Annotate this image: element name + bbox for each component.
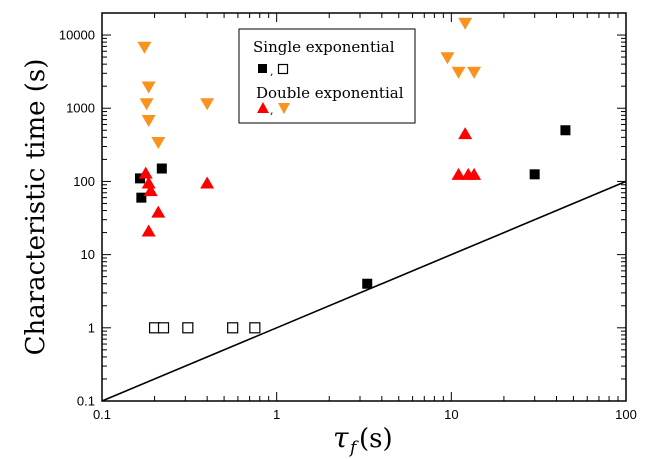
y-tick-label: 10 <box>81 247 95 262</box>
red-triangle-point <box>200 176 215 189</box>
data-marks <box>134 17 571 334</box>
red-triangle-point <box>141 176 156 189</box>
legend: Single exponential , Double exponential … <box>238 28 416 124</box>
red-triangle-point <box>138 166 153 179</box>
filled-square-point <box>136 192 147 203</box>
legend-box <box>238 28 416 124</box>
orange-triangle-point <box>139 98 154 111</box>
axis-ticks: 0.1 1 10 100 0.1 1 10 100 1000 10000 <box>59 12 637 422</box>
plot-frame <box>101 12 627 402</box>
legend-single-title: Single exponential <box>253 38 395 56</box>
orange-triangle-point <box>451 66 466 79</box>
x-axis-unit: (s) <box>359 424 393 454</box>
y-tick-label: 100 <box>73 174 95 189</box>
red-triangle-point <box>458 127 473 140</box>
open-square-point <box>227 322 239 334</box>
y-tick-label: 1 <box>88 320 95 335</box>
red-triangle-point <box>151 205 166 218</box>
filled-square-point <box>560 125 571 136</box>
x-axis-symbol: τ <box>333 421 349 454</box>
orange-triangle-point <box>440 52 455 65</box>
orange-triangle-point <box>141 81 156 94</box>
y-tick-label: 10000 <box>59 28 95 43</box>
legend-red-triangle-icon <box>257 102 269 113</box>
orange-triangle-point <box>467 66 482 79</box>
plot-area <box>101 180 627 402</box>
open-square-point <box>182 322 194 334</box>
legend-open-square-icon <box>277 63 289 75</box>
x-axis-subscript: f <box>348 438 359 458</box>
x-axis-title: τ f (s) <box>333 421 393 458</box>
filled-square-point <box>529 169 540 180</box>
orange-triangle-point <box>200 98 215 111</box>
legend-orange-triangle-icon <box>278 103 290 114</box>
filled-square-point <box>362 278 373 289</box>
x-tick-label: 0.1 <box>93 407 111 422</box>
red-triangle-point <box>451 167 466 180</box>
x-tick-label: 1 <box>273 407 280 422</box>
orange-triangle-point <box>458 17 473 30</box>
legend-filled-square-icon <box>258 64 267 73</box>
y-axis-title: Characteristic time (s) <box>21 59 51 356</box>
y-tick-label: 1000 <box>66 101 95 116</box>
open-square-point <box>249 322 261 334</box>
legend-double-title: Double exponential <box>256 84 404 102</box>
open-square-point <box>157 322 170 334</box>
red-triangle-point <box>467 167 482 180</box>
orange-triangle-point <box>151 137 166 150</box>
orange-triangle-point <box>137 41 152 54</box>
legend-separator-2: , <box>270 104 274 117</box>
reference-line <box>101 180 627 402</box>
y-tick-label: 0.1 <box>77 394 95 409</box>
x-tick-label: 100 <box>615 407 637 422</box>
legend-separator: , <box>270 65 274 78</box>
filled-square-point <box>156 163 167 174</box>
x-tick-label: 10 <box>444 407 458 422</box>
y-axis-label: Characteristic time (s) <box>21 59 51 356</box>
red-triangle-point <box>143 184 158 197</box>
orange-triangle-point <box>141 114 156 127</box>
red-triangle-point <box>141 224 156 237</box>
